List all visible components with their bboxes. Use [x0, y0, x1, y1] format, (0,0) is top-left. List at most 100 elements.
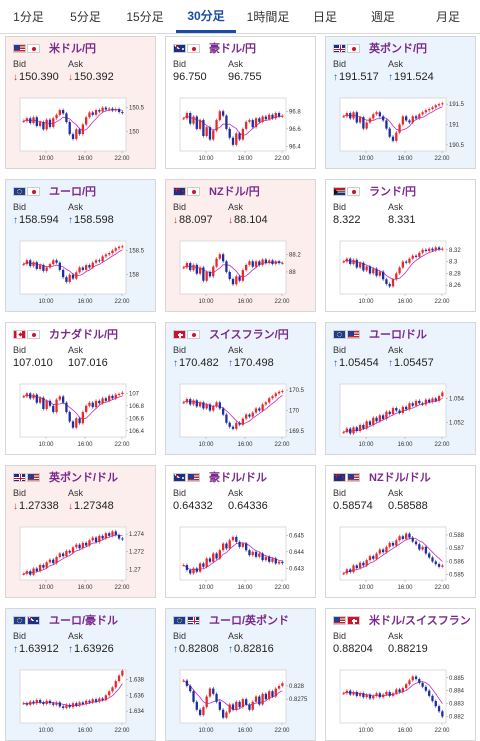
- pair-name-link[interactable]: 英ポンド/円: [369, 43, 428, 55]
- candlestick-chart[interactable]: 0.645 0.644 0.643 10:00 16:00 22:00: [176, 522, 307, 592]
- rate-card[interactable]: カナダドル/円 Bid 107.010 Ask 107.016 107 106.8 106.6…: [5, 322, 156, 455]
- y-tick-label: 8.28: [449, 271, 461, 277]
- tab-4[interactable]: 30分足: [176, 0, 236, 33]
- rate-card[interactable]: ランド/円 Bid 8.322 Ask 8.331 8.32 8.3 8.28 8.26 10:0…: [325, 179, 476, 312]
- pair-name-link[interactable]: ユーロ/豪ドル: [49, 615, 119, 627]
- candle-body: [372, 556, 375, 559]
- tab-2[interactable]: 5分足: [70, 10, 101, 24]
- candle-body: [101, 107, 104, 112]
- candle-body: [205, 271, 208, 281]
- candlestick-chart[interactable]: 8.32 8.3 8.28 8.26 10:00 16:00 22:00: [336, 236, 467, 306]
- candlestick-chart[interactable]: 96.8 96.6 96.4 10:00 16:00 22:00: [176, 93, 307, 163]
- candle-body: [91, 112, 94, 115]
- tab-5[interactable]: 1時間足: [246, 10, 290, 24]
- au-flag-icon: [173, 43, 186, 53]
- bid-price: 0.64332: [173, 500, 213, 512]
- candle-body: [35, 568, 38, 572]
- tab-8[interactable]: 月足: [435, 10, 460, 24]
- candle-body: [358, 693, 362, 696]
- candlestick-chart[interactable]: 158.5 158 10:00 16:00 22:00: [16, 236, 147, 306]
- rate-card[interactable]: 豪ドル/ドル Bid 0.64332 Ask 0.64336 0.645 0.644 0.64…: [165, 465, 316, 598]
- ask-label: Ask: [68, 202, 84, 212]
- pair-name-link[interactable]: カナダドル/円: [49, 329, 119, 341]
- pair-name-link[interactable]: 豪ドル/ドル: [209, 472, 268, 484]
- x-tick-label: 10:00: [358, 299, 374, 305]
- pair-name-link[interactable]: ユーロ/円: [49, 186, 97, 198]
- candle-body: [238, 541, 241, 547]
- tab-7[interactable]: 週足: [370, 10, 395, 24]
- rate-card[interactable]: ユーロ/豪ドル Bid ↑1.63912 Ask ↑1.63926 1.638 1.636 1…: [5, 608, 156, 741]
- candlestick-chart[interactable]: 1.054 1.052 10:00 16:00 22:00: [336, 379, 467, 449]
- pair-header: NZドル/ドル: [333, 470, 431, 484]
- pair-name-link[interactable]: ユーロ/英ポンド: [209, 615, 290, 627]
- bid-value: ↑170.482: [173, 357, 219, 369]
- pair-name-link[interactable]: NZドル/ドル: [369, 472, 431, 484]
- y-tick-label: 170.5: [289, 388, 305, 394]
- rate-card[interactable]: 米ドル/円 Bid ↓150.390 Ask ↓150.392 150.5 150 10:00…: [5, 36, 156, 169]
- candlestick-chart[interactable]: 107 106.8 106.6 106.4 10:00 16:00 22:00: [16, 379, 147, 449]
- rate-card[interactable]: NZドル/円 Bid ↓88.097 Ask ↓88.104 88.2 88 10:00 16:…: [165, 179, 316, 312]
- rate-card[interactable]: 米ドル/スイスフラン Bid 0.88204 Ask 0.88219 0.885 0.884…: [325, 608, 476, 741]
- candle-body: [355, 565, 358, 569]
- y-tick-label: 0.884: [449, 689, 465, 695]
- rate-card[interactable]: 英ポンド/円 Bid ↑191.517 Ask ↑191.524 191.5 191 190.…: [325, 36, 476, 169]
- candle-body: [378, 415, 381, 422]
- candle-body: [189, 113, 192, 124]
- candlestick-chart[interactable]: 150.5 150 10:00 16:00 22:00: [16, 93, 147, 163]
- rate-card[interactable]: ユーロ/ドル Bid ↑1.05454 Ask ↑1.05457 1.054 1.052 10…: [325, 322, 476, 455]
- candle-body: [388, 542, 391, 547]
- candle-body: [111, 395, 114, 399]
- rate-card[interactable]: スイスフラン/円 Bid ↑170.482 Ask ↑170.498 170.5 170 16…: [165, 322, 316, 455]
- y-tick-label: 191.5: [449, 102, 465, 108]
- candlestick-chart[interactable]: 0.828 0.8275 10:00 16:00 22:00: [176, 665, 307, 735]
- tab-6[interactable]: 日足: [312, 10, 337, 24]
- candlestick-chart[interactable]: 88.2 88 10:00 16:00 22:00: [176, 236, 307, 306]
- candle-body: [228, 540, 231, 549]
- pair-name-link[interactable]: 米ドル/スイスフラン: [369, 615, 471, 627]
- tab-1[interactable]: 1分足: [13, 10, 44, 24]
- rate-card[interactable]: ユーロ/円 Bid ↑158.594 Ask ↑158.598 158.5 158 10:00…: [5, 179, 156, 312]
- candle-body: [212, 553, 215, 562]
- rate-card[interactable]: NZドル/ドル Bid 0.58574 Ask 0.58588 0.588 0.587 0.5…: [325, 465, 476, 598]
- candle-body: [98, 400, 101, 404]
- candlestick-chart[interactable]: 1.274 1.272 1.27 10:00 16:00 22:00: [16, 522, 147, 592]
- candle-body: [195, 264, 198, 274]
- candle-body: [48, 119, 52, 127]
- tab-3[interactable]: 15分足: [126, 10, 164, 24]
- candle-body: [241, 270, 245, 281]
- bid-price: 0.58574: [333, 500, 373, 512]
- candle-body: [358, 424, 362, 431]
- pair-name-link[interactable]: NZドル/円: [209, 186, 260, 198]
- candlestick-chart[interactable]: 191.5 191 190.5 10:00 16:00 22:00: [336, 93, 467, 163]
- candle-body: [22, 121, 25, 123]
- candle-body: [428, 690, 431, 696]
- candle-body: [101, 256, 104, 262]
- rate-card[interactable]: 英ポンド/ドル Bid ↓1.27338 Ask ↓1.27348 1.274 1.272 1…: [5, 465, 156, 598]
- candle-body: [22, 396, 25, 398]
- pair-name-link[interactable]: 豪ドル/円: [209, 43, 257, 55]
- candlestick-chart[interactable]: 0.885 0.884 0.883 0.882 10:00 16:00 22:00: [336, 665, 467, 735]
- candle-body: [355, 691, 358, 696]
- candle-body: [258, 118, 261, 122]
- candle-body: [431, 557, 434, 562]
- bid-price: 1.27338: [19, 500, 59, 512]
- candlestick-chart[interactable]: 170.5 170 169.5 10:00 16:00 22:00: [176, 379, 307, 449]
- rate-card[interactable]: 豪ドル/円 Bid 96.750 Ask 96.755 96.8 96.6 96.4 10:00…: [165, 36, 316, 169]
- candle-body: [248, 414, 251, 417]
- candle-body: [65, 277, 68, 282]
- candle-body: [437, 706, 441, 712]
- candle-body: [358, 562, 362, 569]
- candlestick-chart[interactable]: 0.588 0.587 0.586 0.585 10:00 16:00 22:00: [336, 522, 467, 592]
- pair-name-link[interactable]: 英ポンド/ドル: [49, 472, 119, 484]
- candle-body: [111, 531, 114, 536]
- candlestick-chart[interactable]: 1.638 1.636 1.634 10:00 16:00 22:00: [16, 665, 147, 735]
- candle-body: [388, 691, 391, 696]
- candle-body: [121, 670, 124, 676]
- pair-name-link[interactable]: 米ドル/円: [49, 43, 97, 55]
- pair-name-link[interactable]: スイスフラン/円: [209, 329, 289, 341]
- bid-label: Bid: [13, 345, 27, 355]
- pair-name-link[interactable]: ユーロ/ドル: [369, 329, 428, 341]
- candle-body: [29, 260, 32, 267]
- rate-card[interactable]: ユーロ/英ポンド Bid ↑0.82808 Ask ↑0.82816 0.828 0.827…: [165, 608, 316, 741]
- pair-name-link[interactable]: ランド/円: [369, 186, 417, 198]
